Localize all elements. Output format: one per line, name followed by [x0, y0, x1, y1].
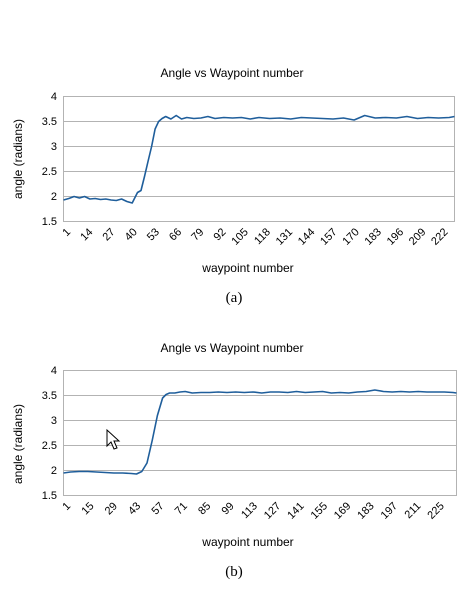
chart-b-ylabel: angle (radians) — [11, 404, 25, 484]
chart-b-ytick: 2.5 — [42, 440, 57, 452]
chart-b-gridlines — [63, 370, 457, 496]
chart-a-ytick: 4 — [51, 91, 57, 103]
chart-a-xlabel: waypoint number — [201, 261, 293, 275]
chart-a-caption: (a) — [226, 290, 243, 306]
chart-a-xtick: 53 — [145, 226, 162, 243]
chart-a-xtick: 14 — [78, 226, 95, 243]
chart-b-series — [63, 389, 457, 475]
chart-a-xticks: 1 14 27 40 53 66 79 92 105 118 131 144 157 170 183 196 2… — [60, 226, 450, 247]
chart-a-xtick: 196 — [385, 226, 406, 247]
chart-b-plot-frame — [63, 370, 457, 496]
chart-a-series-line — [63, 114, 455, 204]
chart-a-xtick: 105 — [229, 226, 250, 247]
chart-a-xtick: 92 — [211, 226, 228, 243]
chart-a-ytick: 3.5 — [42, 116, 57, 128]
chart-a: Angle vs Waypoint number 1.5 2 2.5 3 3.5… — [11, 66, 455, 306]
chart-b-xtick: 85 — [196, 500, 213, 517]
chart-b-title: Angle vs Waypoint number — [161, 341, 304, 355]
chart-a-xtick: 222 — [429, 226, 450, 247]
chart-a-series — [63, 114, 455, 204]
chart-a-ytick: 1.5 — [42, 216, 57, 228]
chart-b-xtick: 169 — [332, 500, 353, 521]
chart-a-plot-frame — [63, 96, 455, 222]
chart-b-xtick: 29 — [103, 500, 120, 517]
chart-b-xtick: 15 — [79, 500, 96, 517]
chart-b-xtick: 1 — [60, 500, 73, 513]
chart-b-xticks: 1 15 29 43 57 71 85 99 113 127 141 155 169 183 197 211 2… — [60, 500, 446, 521]
chart-a-xtick: 209 — [407, 226, 428, 247]
chart-b-xtick: 99 — [220, 500, 237, 517]
chart-a-ytick: 2 — [51, 191, 57, 203]
chart-b-ytick: 3 — [51, 415, 57, 427]
chart-b-xtick: 225 — [425, 500, 446, 521]
chart-a-ytick: 3 — [51, 141, 57, 153]
chart-b-xtick: 127 — [262, 500, 283, 521]
chart-b-xtick: 141 — [285, 500, 306, 521]
chart-a-xtick: 79 — [189, 226, 206, 243]
chart-b-ytick: 4 — [51, 365, 57, 377]
chart-a-xtick: 66 — [167, 226, 184, 243]
chart-b-xtick: 155 — [309, 500, 330, 521]
mouse-cursor-icon — [106, 428, 121, 450]
chart-b-xtick: 113 — [239, 500, 260, 521]
chart-a-xtick: 131 — [274, 226, 295, 247]
chart-a-xtick: 1 — [60, 226, 73, 239]
chart-b-ytick: 2 — [51, 465, 57, 477]
chart-a-xtick: 40 — [123, 226, 140, 243]
chart-a-yticks: 1.5 2 2.5 3 3.5 4 — [42, 91, 57, 228]
chart-a-xtick: 144 — [296, 226, 317, 247]
chart-b-xtick: 71 — [173, 500, 190, 517]
chart-b-xtick: 183 — [355, 500, 376, 521]
chart-b-xtick: 57 — [149, 500, 166, 517]
chart-a-xtick: 27 — [100, 226, 117, 243]
chart-b-xtick: 197 — [379, 500, 400, 521]
chart-a-ylabel: angle (radians) — [11, 119, 25, 199]
chart-b-ytick: 1.5 — [42, 490, 57, 502]
chart-b-series-line — [63, 389, 457, 475]
chart-b-yticks: 1.5 2 2.5 3 3.5 4 — [42, 365, 57, 502]
chart-b-xtick: 211 — [403, 500, 424, 521]
chart-a-title: Angle vs Waypoint number — [161, 66, 304, 80]
chart-a-xtick: 157 — [318, 226, 339, 247]
chart-a-xtick: 183 — [363, 226, 384, 247]
chart-b-ytick: 3.5 — [42, 390, 57, 402]
chart-b: Angle vs Waypoint number 1.5 2 2.5 3 3.5… — [11, 341, 457, 580]
chart-a-xtick: 118 — [252, 226, 273, 247]
chart-b-xtick: 43 — [126, 500, 143, 517]
chart-a-gridlines — [63, 96, 455, 222]
chart-b-xlabel: waypoint number — [201, 535, 293, 549]
chart-a-xtick: 170 — [340, 226, 361, 247]
chart-b-caption: (b) — [225, 564, 243, 580]
chart-a-ytick: 2.5 — [42, 166, 57, 178]
